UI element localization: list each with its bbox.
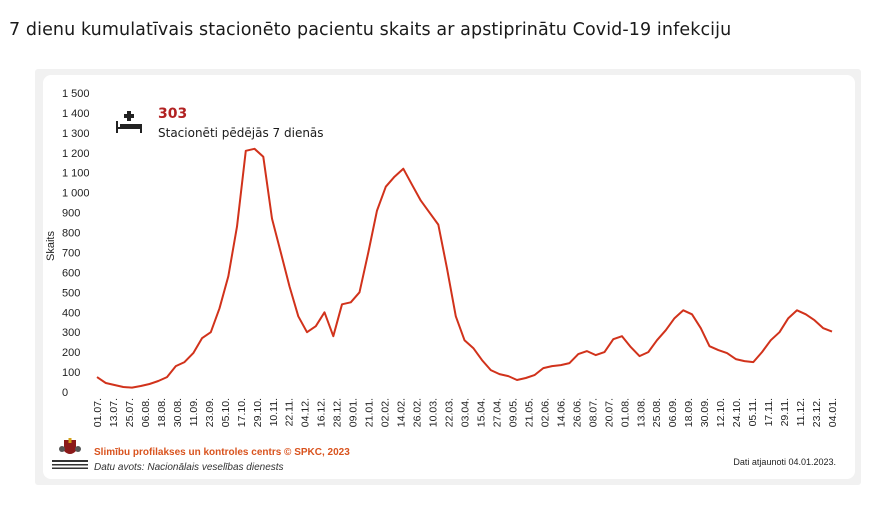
- y-axis-label: Skaits: [45, 231, 57, 261]
- x-tick-label: 18.08.: [156, 398, 168, 427]
- x-tick-label: 18.09.: [683, 398, 695, 427]
- x-tick-label: 10.03.: [428, 398, 440, 427]
- y-tick-label: 600: [62, 267, 80, 279]
- kpi-label: Stacionēti pēdējās 7 dienās: [158, 126, 324, 140]
- source-text: Datu avots: Nacionālais veselības dienes…: [94, 462, 284, 473]
- x-tick-label: 09.01.: [348, 398, 360, 427]
- x-tick-label: 06.09.: [667, 398, 679, 427]
- y-tick-label: 1 300: [62, 128, 90, 140]
- x-tick-label: 23.12.: [811, 398, 823, 427]
- x-tick-label: 08.07.: [587, 398, 599, 427]
- kpi-value: 303: [158, 106, 188, 122]
- page-title: 7 dienu kumulatīvais stacionēto pacientu…: [9, 20, 732, 40]
- x-tick-label: 02.06.: [539, 398, 551, 427]
- x-tick-label: 14.06.: [555, 398, 567, 427]
- x-tick-label: 11.12.: [795, 398, 807, 426]
- y-tick-label: 1 000: [62, 188, 90, 200]
- x-tick-label: 30.08.: [172, 398, 184, 427]
- y-tick-label: 700: [62, 247, 80, 259]
- x-tick-label: 26.06.: [571, 398, 583, 427]
- y-tick-label: 900: [62, 208, 80, 220]
- x-tick-label: 10.11.: [268, 398, 280, 426]
- x-tick-label: 26.02.: [412, 398, 424, 427]
- x-tick-label: 06.08.: [140, 398, 152, 427]
- x-tick-label: 29.10.: [252, 398, 264, 427]
- x-tick-label: 03.04.: [460, 398, 472, 427]
- x-tick-label: 21.01.: [364, 398, 376, 427]
- hospital-bed-icon: [116, 111, 142, 133]
- y-tick-label: 300: [62, 327, 80, 339]
- x-tick-label: 29.11.: [779, 398, 791, 426]
- y-tick-label: 100: [62, 367, 80, 379]
- x-tick-label: 02.02.: [380, 398, 392, 427]
- x-tick-label: 25.07.: [124, 398, 136, 427]
- updated-text: Dati atjaunoti 04.01.2023.: [733, 457, 836, 467]
- y-tick-label: 800: [62, 228, 80, 240]
- x-tick-label: 24.10.: [731, 398, 743, 427]
- x-tick-label: 09.05.: [507, 398, 519, 427]
- y-tick-label: 1 500: [62, 88, 90, 100]
- x-tick-label: 23.09.: [204, 398, 216, 427]
- y-tick-label: 500: [62, 287, 80, 299]
- x-tick-label: 21.05.: [523, 398, 535, 427]
- x-tick-label: 01.07.: [92, 398, 104, 427]
- x-tick-label: 17.11.: [763, 398, 775, 426]
- x-tick-label: 25.08.: [651, 398, 663, 427]
- y-tick-label: 400: [62, 307, 80, 319]
- y-tick-label: 1 200: [62, 148, 90, 160]
- x-tick-label: 01.08.: [619, 398, 631, 427]
- x-tick-label: 16.12.: [316, 398, 328, 427]
- x-tick-label: 27.04.: [491, 398, 503, 427]
- x-tick-label: 04.01.: [827, 398, 839, 427]
- y-tick-label: 200: [62, 347, 80, 359]
- x-tick-label: 13.08.: [635, 398, 647, 427]
- spkc-logo-icon: [52, 438, 88, 469]
- y-tick-label: 0: [62, 387, 68, 399]
- series-line: [96, 147, 833, 389]
- x-tick-label: 30.09.: [699, 398, 711, 427]
- y-tick-label: 1 400: [62, 108, 90, 120]
- x-tick-label: 22.03.: [444, 398, 456, 427]
- x-tick-label: 15.04.: [475, 398, 487, 427]
- x-tick-label: 14.02.: [396, 398, 408, 427]
- x-tick-label: 12.10.: [715, 398, 727, 427]
- x-tick-label: 28.12.: [332, 398, 344, 427]
- x-tick-label: 05.10.: [220, 398, 232, 427]
- credit-text: Slimību profilakses un kontroles centrs …: [94, 447, 350, 458]
- x-tick-label: 11.09.: [188, 398, 200, 426]
- y-tick-label: 1 100: [62, 168, 90, 180]
- x-tick-label: 04.12.: [300, 398, 312, 427]
- x-tick-label: 17.10.: [236, 398, 248, 427]
- x-tick-label: 05.11.: [747, 398, 759, 426]
- x-tick-label: 22.11.: [284, 398, 296, 426]
- x-tick-label: 13.07.: [108, 398, 120, 427]
- x-tick-label: 20.07.: [603, 398, 615, 427]
